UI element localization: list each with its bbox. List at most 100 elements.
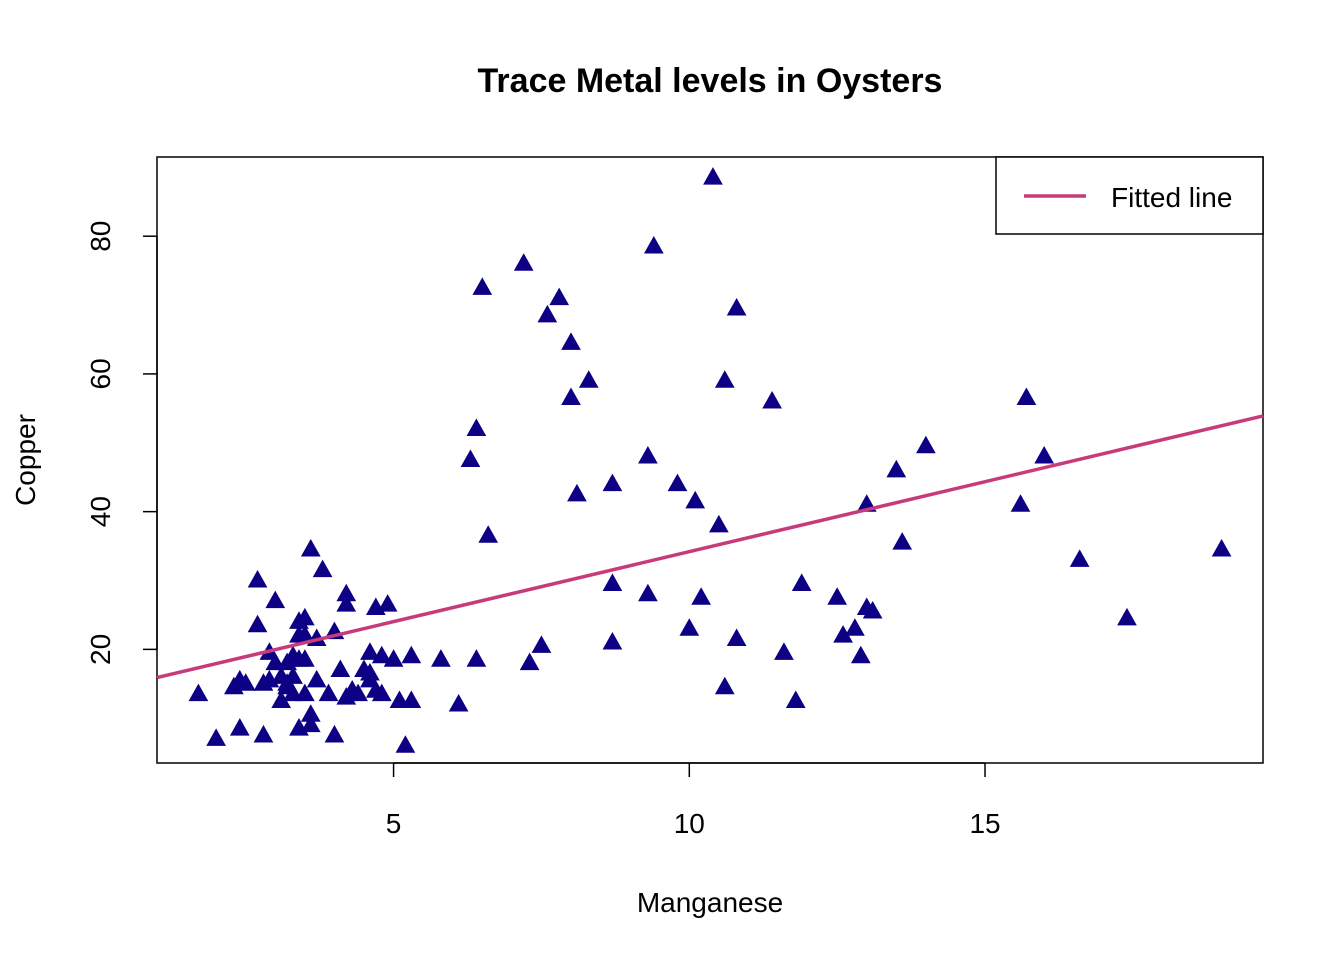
- data-point: [537, 304, 558, 323]
- data-point: [466, 418, 487, 437]
- data-point: [549, 287, 570, 306]
- fitted-line-layer: [156, 414, 1264, 680]
- data-point: [295, 683, 315, 702]
- data-point: [389, 690, 410, 709]
- data-point: [330, 659, 351, 678]
- data-point: [229, 718, 250, 736]
- data-point: [295, 607, 315, 626]
- data-point: [862, 600, 883, 619]
- x-axis: 5 10 15: [386, 762, 1001, 839]
- data-point: [726, 628, 747, 647]
- data-point: [460, 449, 481, 467]
- data-point: [709, 514, 729, 533]
- data-point: [561, 332, 581, 350]
- data-point: [602, 631, 623, 650]
- data-point: [561, 387, 581, 406]
- data-point: [916, 435, 936, 454]
- data-point: [850, 645, 871, 664]
- data-point: [448, 693, 469, 712]
- data-point: [845, 618, 865, 636]
- y-axis: 20 40 60 80: [85, 221, 158, 665]
- data-point: [371, 645, 392, 664]
- data-point: [886, 459, 907, 478]
- data-point: [691, 587, 711, 605]
- data-point: [667, 473, 688, 492]
- data-point: [324, 724, 345, 743]
- data-point: [602, 473, 623, 492]
- data-point: [253, 724, 274, 743]
- data-point: [567, 483, 587, 502]
- data-point: [431, 649, 451, 667]
- data-point: [774, 642, 794, 660]
- data-point: [638, 446, 658, 464]
- data-point: [1211, 539, 1232, 557]
- data-point: [265, 652, 286, 671]
- legend-label: Fitted line: [1111, 182, 1232, 213]
- data-point: [383, 649, 404, 667]
- y-axis-label: Copper: [10, 414, 41, 506]
- data-point: [1016, 387, 1037, 406]
- x-axis-label: Manganese: [637, 887, 783, 918]
- fitted-line: [156, 414, 1264, 680]
- data-point: [892, 532, 913, 550]
- data-point: [714, 370, 735, 388]
- data-point: [377, 594, 398, 612]
- y-tick-label: 40: [85, 496, 116, 527]
- data-point: [685, 490, 706, 509]
- data-point: [401, 690, 422, 709]
- y-tick-label: 60: [85, 358, 116, 389]
- data-point: [519, 652, 540, 671]
- y-tick-label: 20: [85, 634, 116, 665]
- data-point: [206, 728, 226, 746]
- data-point: [531, 635, 552, 653]
- data-point: [643, 236, 664, 254]
- data-point: [360, 642, 380, 660]
- data-point: [1010, 494, 1031, 512]
- y-tick-label: 80: [85, 221, 116, 252]
- x-tick-label: 10: [674, 808, 705, 839]
- data-point: [602, 573, 623, 591]
- data-point: [395, 735, 416, 753]
- data-point: [300, 714, 321, 733]
- data-point: [578, 370, 599, 388]
- data-point: [827, 587, 848, 605]
- data-point: [247, 614, 268, 633]
- data-point: [638, 583, 658, 602]
- data-point: [785, 690, 806, 709]
- data-point: [371, 683, 392, 702]
- data-point: [283, 666, 303, 684]
- data-point: [1034, 446, 1055, 464]
- data-points: [188, 167, 1232, 753]
- data-point: [466, 649, 487, 667]
- data-point: [478, 525, 499, 543]
- data-point: [360, 662, 380, 681]
- data-point: [401, 645, 422, 664]
- data-point: [300, 539, 321, 557]
- data-point: [312, 559, 333, 578]
- data-point: [283, 683, 303, 702]
- data-point: [188, 683, 209, 702]
- legend: Fitted line: [995, 156, 1264, 235]
- data-point: [318, 683, 339, 702]
- data-point: [714, 676, 735, 695]
- data-point: [472, 277, 493, 295]
- data-point: [726, 297, 747, 316]
- data-point: [300, 704, 321, 722]
- data-point: [247, 569, 268, 588]
- data-point: [679, 618, 700, 636]
- data-point: [791, 573, 812, 591]
- chart-title: Trace Metal levels in Oysters: [478, 62, 943, 100]
- data-point: [306, 669, 327, 688]
- data-point: [265, 590, 286, 609]
- data-point: [336, 594, 357, 612]
- data-point: [1069, 549, 1090, 567]
- data-point: [348, 683, 368, 702]
- plot-frame: [156, 156, 1264, 764]
- data-point: [235, 673, 256, 691]
- data-point: [703, 167, 723, 185]
- data-point: [762, 390, 782, 409]
- x-tick-label: 5: [386, 808, 402, 839]
- data-point: [1117, 607, 1137, 626]
- data-point: [295, 649, 315, 667]
